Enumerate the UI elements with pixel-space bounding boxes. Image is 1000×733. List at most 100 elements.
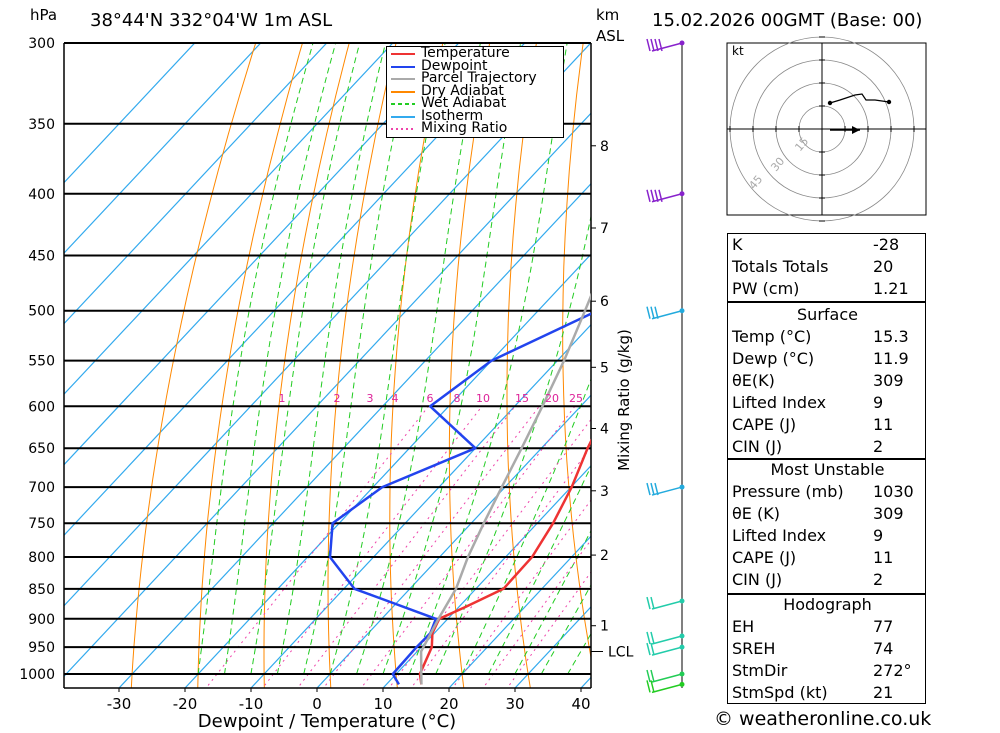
wind-barb-feather xyxy=(654,482,659,496)
wind-barb xyxy=(646,189,685,203)
index-value: 74 xyxy=(873,639,894,658)
pressure-tick-label: 700 xyxy=(28,480,55,496)
index-row: K -28 xyxy=(728,234,927,256)
wind-barb-feather xyxy=(654,306,659,319)
wind-barb xyxy=(646,306,685,320)
dry-adiabat-line xyxy=(562,43,591,661)
legend-item: Temperature xyxy=(389,45,561,61)
wind-barb xyxy=(646,631,685,645)
isotherm-line xyxy=(64,43,526,537)
panel-section-title: Hodograph xyxy=(783,595,872,614)
dry-adiabat-line xyxy=(197,43,304,688)
mixing-ratio-label: 6 xyxy=(427,392,434,405)
index-label: SREH xyxy=(732,639,776,658)
legend-label: Dewpoint xyxy=(421,57,488,74)
km-unit-label: km xyxy=(596,6,620,24)
surface-box xyxy=(727,302,926,459)
panel-section-title: Most Unstable xyxy=(770,460,885,479)
wind-barb xyxy=(646,596,685,610)
dry-adiabat-line xyxy=(327,43,397,688)
mixing-ratio-label: 1 xyxy=(279,392,286,405)
wind-barb-feather xyxy=(650,680,655,693)
index-label: θE (K) xyxy=(732,504,780,523)
x-axis-title: Dewpoint / Temperature (°C) xyxy=(198,711,456,732)
wind-barb-feather xyxy=(658,38,663,52)
wind-barb-feather xyxy=(650,482,655,496)
legend-swatch xyxy=(391,65,415,68)
wind-barb-feather xyxy=(646,669,651,683)
mixing-ratio-line xyxy=(388,418,591,688)
mixing-ratio-label: 8 xyxy=(454,392,461,405)
chart-legend: Temperature Dewpoint Parcel Trajectory Dry … xyxy=(386,46,564,138)
index-row: Pressure (mb) 1030 xyxy=(728,481,927,503)
wind-barb-staff xyxy=(651,673,683,683)
mixing-ratio-label: 2 xyxy=(334,392,341,405)
wet-adiabat-line xyxy=(408,43,568,675)
index-row: EH 77 xyxy=(728,616,927,638)
wind-barb-feather xyxy=(650,642,655,656)
panel-section-title: Surface xyxy=(797,305,858,324)
dry-adiabat-line xyxy=(263,43,350,688)
series-temperature xyxy=(418,438,591,685)
x-tick-label: 10 xyxy=(373,695,392,713)
series-dewpoint xyxy=(328,312,591,686)
mixing-ratio-label: 25 xyxy=(569,392,583,405)
index-label: CIN (J) xyxy=(732,437,783,456)
index-value: 77 xyxy=(873,617,894,636)
wind-barb-feather xyxy=(650,38,655,52)
index-row: θE (K) 309 xyxy=(728,503,927,525)
wind-barb-staff xyxy=(651,635,683,645)
legend-label: Temperature xyxy=(421,45,510,61)
dry-adiabat-line xyxy=(389,43,444,688)
wet-adiabat-line xyxy=(250,43,361,675)
wind-barb-feather xyxy=(646,642,651,656)
pressure-tick-label: 650 xyxy=(28,441,55,457)
hpa-unit-label: hPa xyxy=(30,6,58,24)
wind-barb-staff xyxy=(651,646,683,656)
index-label: StmDir xyxy=(732,661,788,680)
legend-swatch xyxy=(391,53,415,55)
index-value: -28 xyxy=(873,235,900,254)
index-label: CAPE (J) xyxy=(732,548,797,567)
legend-item: Dry Adiabat xyxy=(389,82,561,99)
index-row: PW (cm) 1.21 xyxy=(728,278,927,300)
wind-barb-staff xyxy=(651,600,683,610)
mixing-ratio-label: 15 xyxy=(515,392,529,405)
dry-adiabat-line xyxy=(955,7,1000,700)
lcl-label: LCL xyxy=(608,645,634,661)
pressure-tick-label: 900 xyxy=(28,612,55,628)
mixing-ratio-line xyxy=(452,499,591,688)
isotherm-line xyxy=(64,43,196,184)
index-label: Totals Totals xyxy=(732,257,829,276)
pressure-tick-label: 400 xyxy=(28,187,55,203)
km-tick-label: 6 xyxy=(600,294,609,310)
mixing-ratio-label: 20 xyxy=(545,392,559,405)
wind-barb-feather xyxy=(646,38,651,52)
wind-barb-feather xyxy=(646,631,651,645)
isotherm-line xyxy=(64,43,262,255)
index-value: 11 xyxy=(873,415,894,434)
wind-barb xyxy=(646,482,685,496)
km-tick-label: 8 xyxy=(600,139,609,155)
mixing-ratio-label: 3 xyxy=(367,392,374,405)
index-value: 11.9 xyxy=(873,349,909,368)
wind-barb-feather xyxy=(658,189,663,202)
index-row: Lifted Index 9 xyxy=(728,392,927,414)
pressure-tick-label: 350 xyxy=(28,117,55,133)
index-label: K xyxy=(732,235,743,254)
wind-barb-feather xyxy=(646,189,651,202)
index-row: SREH 74 xyxy=(728,638,927,660)
wind-barb-feather xyxy=(646,596,651,610)
wind-barb-feather xyxy=(646,306,651,319)
dry-adiabat-line xyxy=(669,7,733,700)
index-row: Dewp (°C) 11.9 xyxy=(728,348,927,370)
index-label: CIN (J) xyxy=(732,570,783,589)
mixing-ratio-line xyxy=(297,405,516,688)
legend-swatch xyxy=(391,103,415,105)
legend-label: Dry Adiabat xyxy=(421,82,504,99)
indices-box xyxy=(727,233,926,302)
pressure-tick-label: 500 xyxy=(28,304,55,320)
index-label: EH xyxy=(732,617,755,636)
x-tick-label: 30 xyxy=(505,695,524,713)
mixing-ratio-line xyxy=(482,539,591,688)
